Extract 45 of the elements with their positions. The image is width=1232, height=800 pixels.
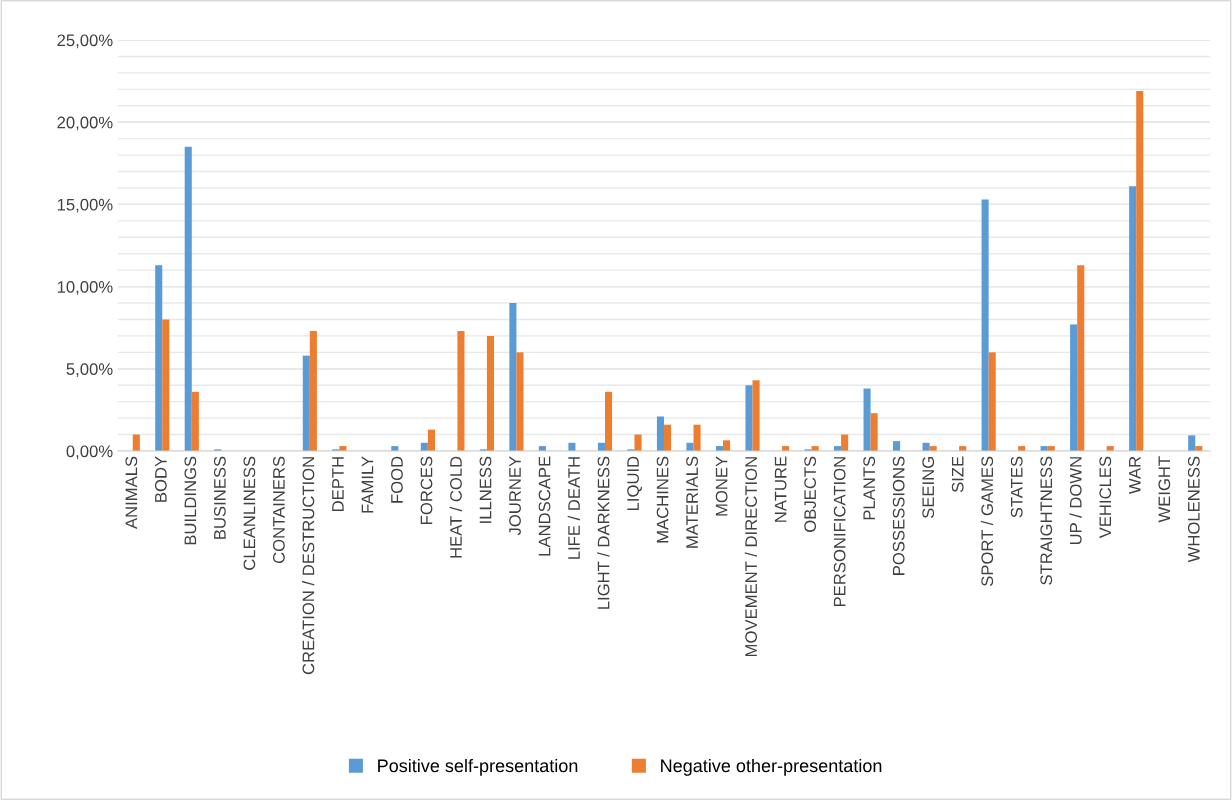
x-tick-label: CREATION / DESTRUCTION	[302, 457, 315, 675]
x-tick-label: HEAT / COLD	[449, 456, 462, 558]
x-tick-label: WAR	[1129, 456, 1141, 495]
y-tick-label: 25,00%	[57, 34, 113, 49]
x-tick-label: PLANTS	[863, 456, 876, 520]
x-tick-label: UP / DOWN	[1069, 457, 1082, 545]
x-tick-label: PERSONIFICATION	[833, 457, 846, 607]
x-tick-label: BODY	[154, 456, 167, 502]
x-tick-label: LANDSCAPE	[538, 456, 551, 556]
x-tick-label: POSSESSIONS	[892, 456, 905, 575]
x-tick-label: MACHINES	[656, 456, 669, 543]
x-tick-label: OBJECTS	[804, 456, 817, 532]
x-tick-label: LIQUID	[627, 456, 642, 511]
x-tick-label: MOVEMENT / DIRECTION	[744, 457, 758, 657]
x-tick-label: FAMILY	[361, 456, 374, 513]
x-tick-label: CONTAINERS	[273, 456, 285, 564]
legend-label: Negative other-presentation	[661, 758, 882, 776]
y-tick-label: 10,00%	[57, 281, 113, 295]
y-tick-label: 15,00%	[57, 198, 113, 213]
x-tick-label: FOOD	[391, 456, 403, 503]
x-tick-label: ILLNESS	[479, 456, 492, 523]
x-tick-label: BUILDINGS	[184, 456, 197, 545]
x-tick-label: JOURNEY	[509, 456, 521, 536]
x-tick-label: SPORT / GAMES	[980, 456, 994, 587]
x-tick-label: CLEANLINESS	[243, 456, 256, 570]
y-tick-label: 5,00%	[66, 363, 113, 377]
x-tick-label: NATURE	[774, 456, 787, 522]
x-tick-label: STATES	[1010, 456, 1023, 518]
x-tick-label: ANIMALS	[125, 456, 138, 529]
x-tick-label: LIFE / DEATH	[567, 457, 580, 559]
x-tick-label: WHOLENESS	[1187, 456, 1200, 563]
x-tick-label: FORCES	[420, 456, 433, 524]
x-tick-label: MATERIALS	[686, 456, 698, 548]
legend-label: Positive self-presentation	[378, 758, 578, 776]
x-tick-label: LIGHT / DARKNESS	[597, 456, 610, 609]
x-tick-label: BUSINESS	[213, 456, 226, 539]
x-tick-label: STRAIGHTNESS	[1040, 456, 1053, 585]
x-tick-label: MONEY	[715, 456, 728, 516]
x-tick-label: WEIGHT	[1158, 456, 1171, 523]
x-tick-label: SEEING	[922, 457, 935, 519]
y-tick-label: 0,00%	[66, 445, 113, 460]
y-tick-label: 20,00%	[57, 116, 113, 131]
x-tick-label: SIZE	[951, 456, 964, 493]
x-tick-label: DEPTH	[332, 457, 344, 511]
x-tick-label: VEHICLES	[1099, 456, 1112, 539]
